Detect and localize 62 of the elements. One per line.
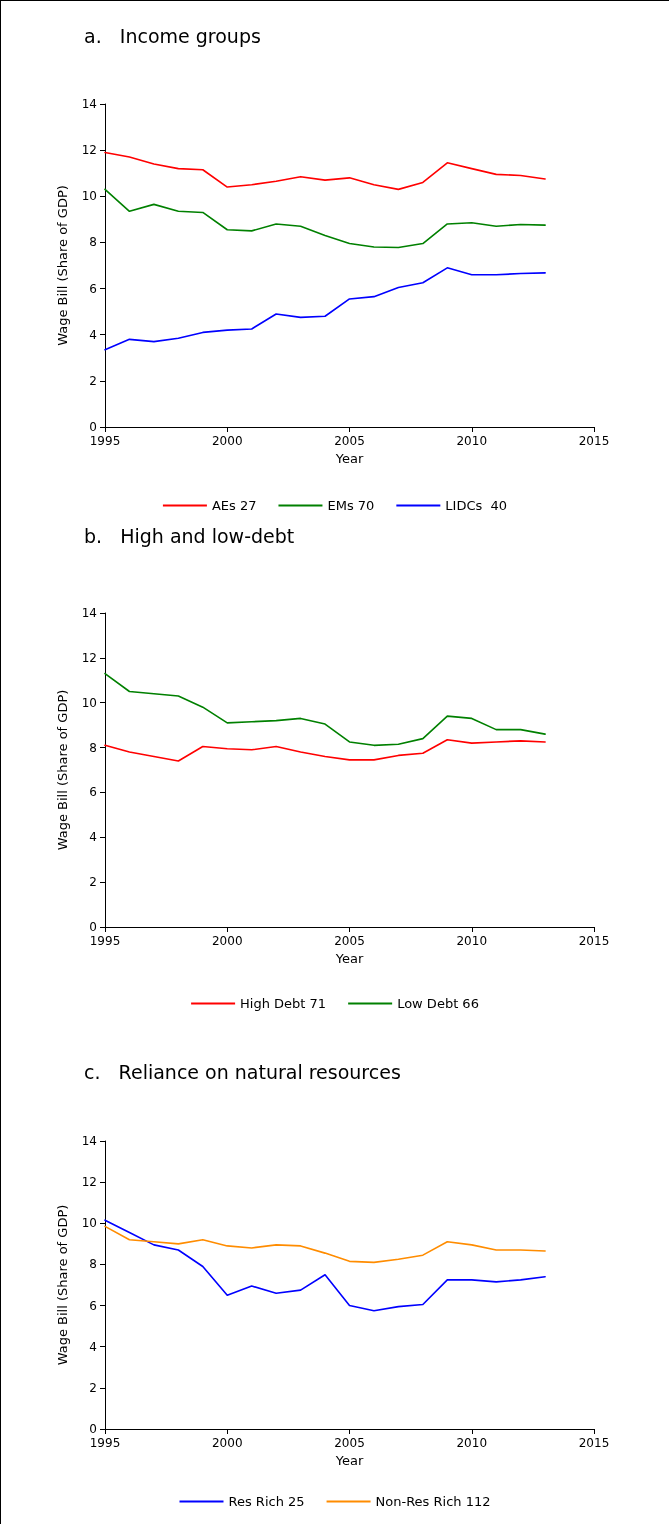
legend-label: EMs 70 (327, 498, 375, 513)
y-tick-label: 2 (89, 1380, 97, 1395)
y-axis-title: Wage Bill (Share of GDP) (55, 689, 70, 851)
y-tick-label: 12 (81, 143, 97, 158)
x-tick-label: 2000 (211, 934, 243, 948)
y-tick-label: 10 (81, 695, 97, 710)
legend-label: Non-Res Rich 112 (375, 1494, 491, 1509)
y-tick-label: 8 (89, 235, 97, 250)
line-series (104, 267, 546, 351)
y-tick-label: 0 (89, 420, 97, 434)
y-tick-label: 6 (89, 281, 97, 296)
chart-title: c. Reliance on natural resources (84, 1060, 401, 1083)
legend-label: AEs 27 (211, 498, 257, 513)
x-axis-title: Year (334, 450, 364, 466)
y-tick-label: 4 (89, 327, 97, 342)
legend-label: High Debt 71 (240, 996, 327, 1011)
y-tick-label: 0 (89, 1422, 97, 1436)
x-tick-label: 2015 (578, 934, 610, 948)
x-tick-label: 2000 (211, 1436, 243, 1450)
x-tick-label: 2015 (578, 434, 610, 448)
y-tick-label: 8 (89, 1257, 97, 1272)
y-tick-label: 14 (81, 97, 97, 111)
x-tick-label: 2005 (334, 1436, 365, 1450)
y-tick-label: 4 (89, 1339, 97, 1354)
y-tick-label: 0 (89, 920, 97, 934)
y-tick-label: 6 (89, 1298, 97, 1313)
line-series (104, 1225, 546, 1264)
legend-label: Res Rich 25 (228, 1494, 305, 1509)
x-tick-label: 2005 (334, 934, 365, 948)
x-tick-label: 1995 (89, 434, 121, 448)
y-tick-label: 10 (81, 189, 97, 204)
x-tick-label: 2010 (456, 934, 488, 948)
line-series (104, 672, 546, 747)
y-tick-label: 2 (89, 373, 97, 388)
x-axis-title: Year (334, 950, 364, 966)
y-axis-title: Wage Bill (Share of GDP) (55, 185, 70, 346)
line-series (104, 738, 546, 762)
y-tick-label: 2 (89, 875, 97, 890)
x-tick-label: 2005 (334, 434, 365, 448)
chart-title: b. High and low-debt (84, 524, 295, 547)
y-tick-label: 12 (81, 650, 97, 665)
y-tick-label: 14 (81, 1134, 97, 1148)
y-tick-label: 6 (89, 785, 97, 800)
x-tick-label: 1995 (89, 934, 121, 948)
x-axis-title: Year (334, 1452, 364, 1468)
x-tick-label: 2015 (578, 1436, 610, 1450)
y-tick-label: 12 (81, 1175, 97, 1190)
x-tick-label: 2000 (211, 434, 243, 448)
legend-label: Low Debt 66 (397, 996, 479, 1011)
y-tick-label: 14 (81, 606, 97, 620)
line-series (104, 1219, 546, 1312)
line-series (104, 151, 546, 191)
line-series (104, 188, 546, 249)
y-tick-label: 10 (81, 1216, 97, 1231)
x-tick-label: 2010 (456, 434, 488, 448)
x-tick-label: 2010 (456, 1436, 488, 1450)
y-tick-label: 4 (89, 830, 97, 845)
y-axis-title: Wage Bill (Share of GDP) (55, 1204, 70, 1366)
legend-label: LIDCs 40 (445, 498, 508, 513)
y-tick-label: 8 (89, 740, 97, 755)
x-tick-label: 1995 (89, 1436, 121, 1450)
chart-title: a. Income groups (84, 24, 261, 47)
